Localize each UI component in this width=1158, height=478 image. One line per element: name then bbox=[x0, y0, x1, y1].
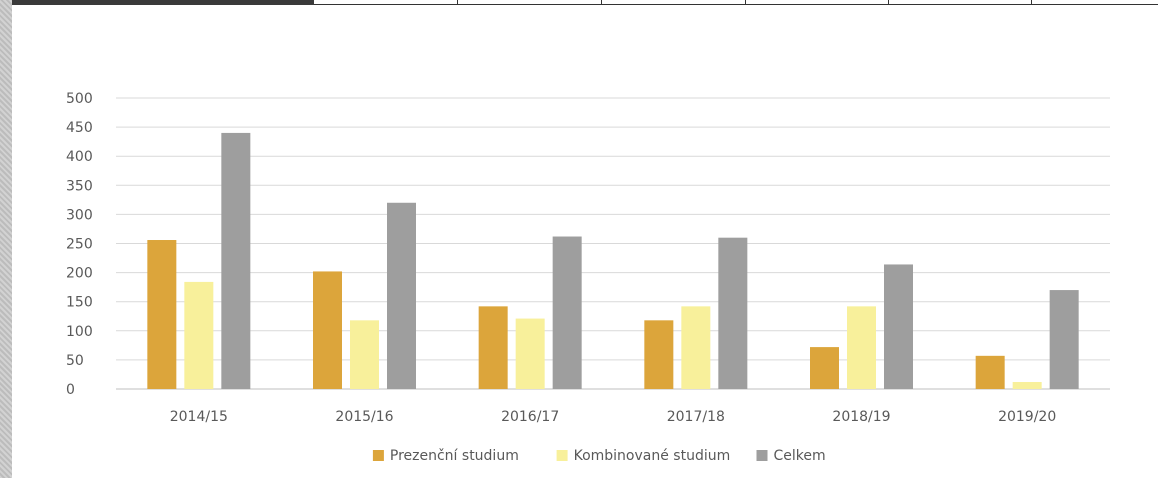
y-tick-label: 450 bbox=[66, 120, 93, 136]
x-tick-label: 2016/17 bbox=[501, 409, 559, 425]
bar-1 bbox=[313, 271, 342, 389]
y-tick-label: 200 bbox=[66, 266, 93, 282]
legend-swatch bbox=[756, 450, 768, 461]
table-header-divider bbox=[1031, 0, 1032, 5]
bar-2 bbox=[515, 318, 545, 389]
bar-1 bbox=[975, 355, 1005, 389]
bar-3 bbox=[552, 236, 582, 389]
bar-3 bbox=[387, 202, 416, 389]
bar-2 bbox=[1012, 382, 1042, 389]
table-header-row bbox=[12, 0, 1158, 5]
y-tick-label: 100 bbox=[66, 324, 93, 340]
x-tick-label: 2015/16 bbox=[335, 409, 393, 425]
bar-1 bbox=[478, 306, 508, 389]
left-border-strip bbox=[0, 0, 12, 478]
bar-3 bbox=[221, 132, 251, 390]
bar-2 bbox=[184, 281, 214, 389]
bar-2 bbox=[847, 306, 876, 389]
bar-3 bbox=[884, 264, 913, 389]
x-tick-label: 2019/20 bbox=[998, 409, 1056, 425]
table-header-dark-cell bbox=[12, 0, 314, 5]
table-header-divider bbox=[745, 0, 746, 5]
bar-3 bbox=[718, 237, 748, 389]
bar-1 bbox=[810, 347, 839, 389]
x-tick-label: 2018/19 bbox=[832, 409, 890, 425]
y-tick-label: 300 bbox=[66, 207, 93, 223]
y-tick-label: 50 bbox=[66, 353, 84, 369]
legend-swatch bbox=[556, 450, 568, 461]
y-tick-label: 0 bbox=[66, 382, 75, 398]
bar-1 bbox=[147, 240, 177, 389]
x-tick-label: 2014/15 bbox=[170, 409, 228, 425]
legend-label: Kombinované studium bbox=[574, 448, 731, 464]
x-tick-label: 2017/18 bbox=[667, 409, 725, 425]
y-tick-label: 350 bbox=[66, 178, 93, 194]
y-tick-label: 150 bbox=[66, 295, 93, 311]
bar-3 bbox=[1049, 290, 1079, 389]
bar-1 bbox=[644, 320, 674, 389]
bar-2 bbox=[350, 320, 379, 389]
table-header-divider bbox=[888, 0, 889, 5]
legend-label: Celkem bbox=[774, 448, 826, 464]
bar-2 bbox=[681, 306, 711, 389]
y-tick-label: 250 bbox=[66, 237, 93, 253]
table-header-divider bbox=[457, 0, 458, 5]
legend-label: Prezenční studium bbox=[390, 448, 519, 464]
y-tick-label: 400 bbox=[66, 149, 93, 165]
y-tick-label: 500 bbox=[66, 91, 93, 107]
legend-swatch bbox=[372, 450, 384, 461]
table-header-divider bbox=[601, 0, 602, 5]
